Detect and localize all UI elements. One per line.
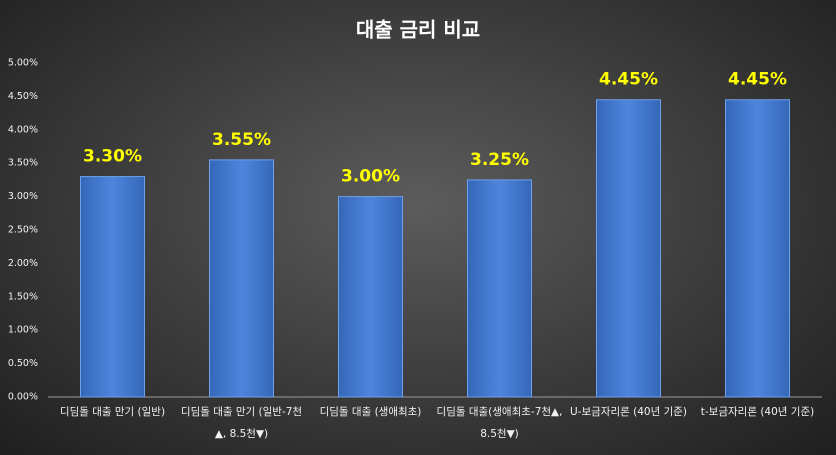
value-label: 3.00% [341, 167, 400, 187]
x-tick-label: t-보금자리론 (40년 기준) [700, 406, 815, 418]
x-tick-label: U-보금자리론 (40년 기준) [570, 406, 687, 418]
y-tick-label: 0.50% [8, 358, 38, 369]
y-tick-label: 1.50% [8, 291, 38, 302]
y-tick-label: 4.00% [8, 124, 38, 135]
value-label: 4.45% [728, 70, 787, 90]
x-tick-label: 디딤돌 대출(생애최초-7천▲, 8.5천▼) [436, 406, 563, 440]
value-label: 3.25% [470, 150, 529, 170]
y-tick-label: 3.50% [8, 158, 38, 169]
bar [80, 176, 145, 398]
x-tick-label: 디딤돌 대출 (생애최초) [319, 406, 422, 418]
y-tick-label: 0.00% [8, 392, 38, 403]
bar [596, 99, 661, 398]
y-tick-label: 1.00% [8, 325, 38, 336]
y-tick-label: 5.00% [8, 58, 38, 69]
bar [725, 99, 790, 398]
x-tick-label: 디딤돌 대출 만기 (일반-7천▲, 8.5천▼) [180, 406, 303, 440]
bar [209, 159, 274, 398]
y-tick-label: 2.00% [8, 258, 38, 269]
value-label: 3.55% [212, 130, 271, 150]
value-label: 3.30% [83, 147, 142, 167]
bar [338, 196, 403, 398]
chart-title: 대출 금리 비교 [356, 18, 480, 42]
y-tick-label: 4.50% [8, 91, 38, 102]
y-tick-label: 2.50% [8, 225, 38, 236]
x-tick-label: 디딤돌 대출 만기 (일반) [59, 406, 166, 418]
value-label: 4.45% [599, 70, 658, 90]
y-tick-label: 3.00% [8, 191, 38, 202]
bar [467, 179, 532, 398]
